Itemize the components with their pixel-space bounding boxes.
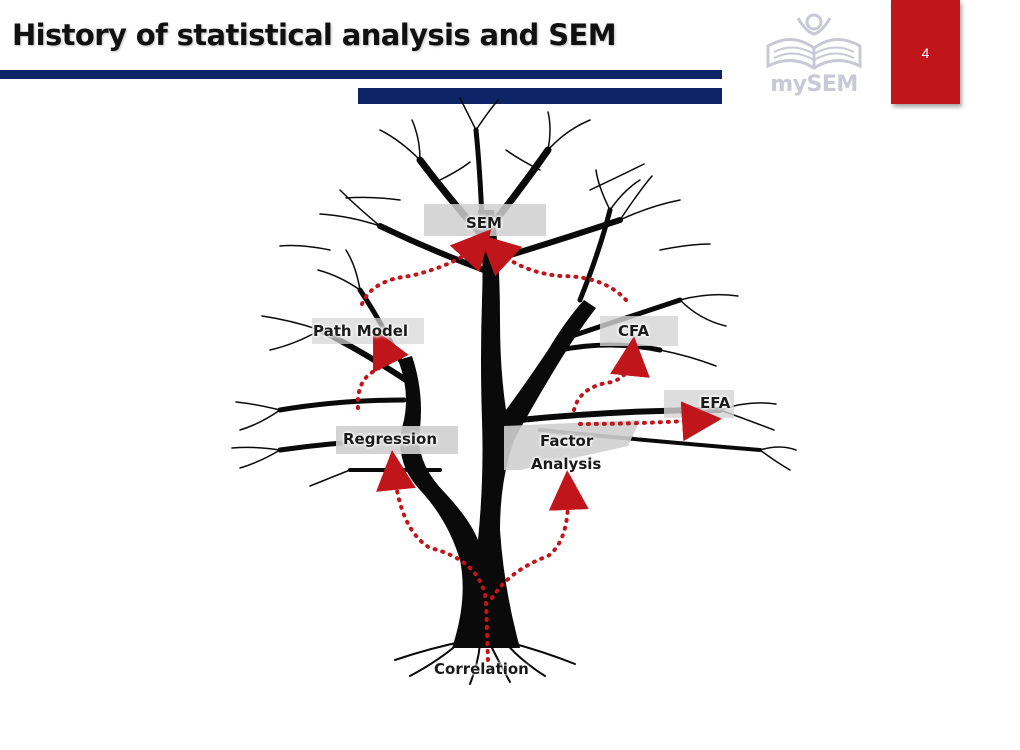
- node-sem: SEM: [466, 214, 502, 232]
- factor-analysis-label-bg: [504, 420, 640, 470]
- tree-trunk: [398, 210, 596, 648]
- arrow-factor-analysis-to-cfa: [572, 336, 650, 412]
- accent-bar: [358, 88, 722, 104]
- node-efa: EFA: [700, 394, 731, 412]
- node-factor-analysis-line2: Analysis: [531, 455, 602, 473]
- arrow-cfa-to-sem: [479, 234, 628, 302]
- dotted-arrows: [355, 229, 722, 662]
- node-correlation: Correlation: [434, 660, 529, 678]
- tree-twigs: [231, 97, 797, 487]
- slide-title: History of statistical analysis and SEM: [12, 18, 617, 52]
- node-factor-analysis-line1: Factor: [540, 432, 594, 450]
- page-number-box: 4: [891, 0, 960, 104]
- arrow-correlation-to-factor-analysis: [490, 470, 589, 600]
- mysem-logo: mySEM: [758, 8, 870, 100]
- node-path-model: Path Model: [313, 322, 409, 340]
- page-number: 4: [921, 45, 930, 61]
- logo-wordmark: mySEM: [770, 72, 858, 97]
- arrow-regression-to-path-model: [355, 328, 409, 410]
- regression-label-bg: [336, 426, 458, 454]
- book-person-icon: [766, 13, 862, 70]
- node-regression: Regression: [343, 430, 438, 448]
- node-cfa: CFA: [618, 322, 650, 340]
- arrow-path-model-to-sem: [360, 229, 492, 306]
- title-underline-rule: [0, 70, 722, 79]
- tree-branches: [277, 127, 762, 473]
